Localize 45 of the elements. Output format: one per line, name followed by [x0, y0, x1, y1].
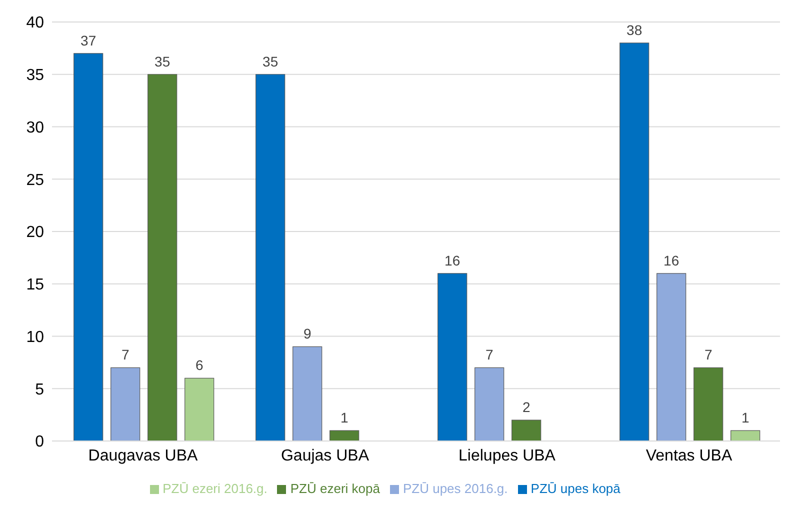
data-label: 2 — [522, 399, 530, 416]
data-label: 1 — [741, 410, 750, 426]
bar — [694, 367, 724, 441]
data-label: 6 — [195, 357, 204, 374]
data-label: 7 — [485, 346, 494, 363]
x-tick-label: Daugavas UBA — [88, 447, 198, 464]
data-label: 38 — [626, 22, 642, 38]
y-tick-label: 20 — [26, 224, 44, 242]
bar — [730, 430, 760, 441]
data-label: 37 — [80, 32, 96, 48]
x-tick-label: Lielupes UBA — [458, 447, 556, 464]
legend-label: PZŪ ezeri 2016.g. — [162, 481, 268, 496]
legend-label: PZŪ ezeri kopā — [290, 481, 380, 496]
bar — [438, 273, 468, 441]
y-tick-label: 35 — [26, 67, 44, 84]
bar — [620, 42, 650, 441]
bar — [474, 367, 504, 441]
bar — [330, 430, 360, 441]
y-tick-label: 30 — [26, 119, 44, 136]
data-label: 1 — [340, 410, 348, 426]
legend-label: PZŪ upes 2016.g. — [402, 481, 508, 496]
data-label: 35 — [154, 53, 170, 70]
y-tick-label: 40 — [26, 14, 44, 32]
y-tick-label: 25 — [26, 172, 44, 189]
y-tick-label: 10 — [26, 328, 44, 346]
data-label: 7 — [121, 346, 130, 363]
x-tick-label: Ventas UBA — [646, 447, 732, 464]
data-label: 16 — [664, 252, 680, 268]
y-tick-label: 5 — [35, 381, 44, 398]
x-tick-label: Gaujas UBA — [280, 447, 370, 464]
bar — [292, 346, 322, 441]
bar — [148, 74, 178, 441]
bar — [184, 378, 214, 441]
data-label: 9 — [303, 326, 312, 342]
data-label: 16 — [444, 252, 460, 268]
legend-label: PZŪ upes kopā — [530, 481, 620, 496]
y-tick-label: 0 — [35, 434, 44, 451]
bar — [74, 53, 104, 441]
data-label: 35 — [262, 53, 278, 70]
bar — [656, 273, 686, 441]
data-label: 7 — [704, 346, 712, 363]
bar — [256, 74, 286, 441]
y-tick-label: 15 — [26, 276, 44, 294]
bar — [110, 367, 140, 441]
bar — [512, 420, 542, 441]
